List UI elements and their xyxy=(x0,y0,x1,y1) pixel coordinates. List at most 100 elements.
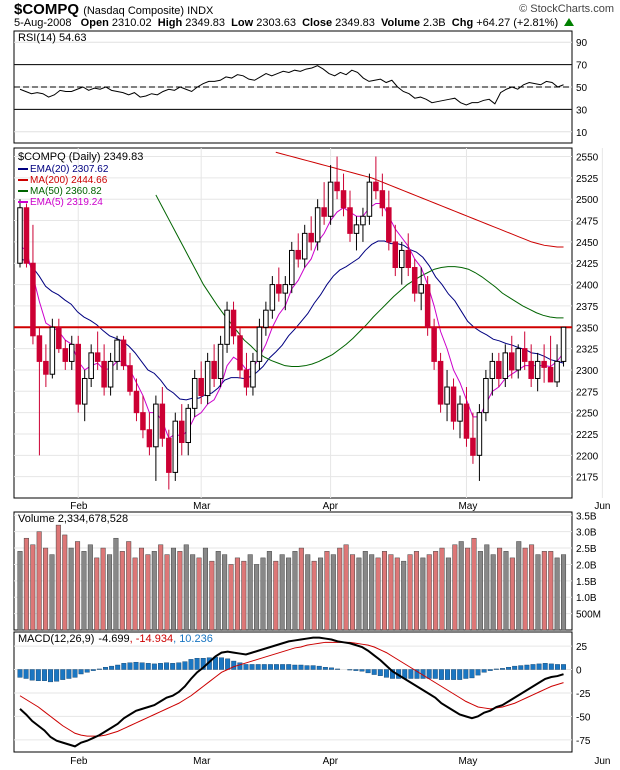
macd-histogram-bar xyxy=(145,663,151,670)
high-label: High xyxy=(157,17,183,29)
macd-histogram-bar xyxy=(353,669,359,671)
macd-histogram-bar xyxy=(23,669,29,679)
volume-bar xyxy=(55,524,61,631)
month-label: Apr xyxy=(323,756,339,767)
macd-line xyxy=(19,636,564,748)
price-tick-label: 2525 xyxy=(576,174,599,185)
macd-histogram-bar xyxy=(157,663,163,670)
volume-bar xyxy=(62,534,68,631)
price-tick-label: 2500 xyxy=(576,195,599,206)
candle-body xyxy=(360,215,366,226)
volume-bar xyxy=(330,554,336,631)
volume-bar xyxy=(177,551,183,631)
volume-bar xyxy=(445,557,451,631)
macd-legend-hist: 10.236 xyxy=(179,633,213,645)
rsi-legend: RSI(14) 54.63 xyxy=(18,32,86,44)
candle-body xyxy=(554,360,560,383)
candle-body xyxy=(560,326,567,362)
volume-bar xyxy=(222,554,228,631)
chg-label: Chg xyxy=(451,17,474,29)
candle-body xyxy=(386,207,392,243)
macd-histogram-bar xyxy=(457,669,463,680)
macd-histogram-bar xyxy=(445,669,450,680)
volume-bar xyxy=(318,557,324,631)
month-label: Mar xyxy=(193,756,211,767)
macd-histogram-bar xyxy=(29,669,35,681)
volume-bar xyxy=(362,551,368,631)
macd-histogram-bar xyxy=(469,669,475,679)
price-tick-label: 2475 xyxy=(576,217,599,228)
macd-histogram-bar xyxy=(151,663,157,670)
macd-histogram-bar xyxy=(48,669,54,683)
volume-bar xyxy=(138,547,145,631)
volume-bar xyxy=(164,554,170,631)
volume-tick-label: 500M xyxy=(576,610,601,621)
volume-bar xyxy=(490,554,496,631)
candle-body xyxy=(204,360,211,397)
price-tick-label: 2250 xyxy=(576,409,599,420)
low-value: 2303.63 xyxy=(256,17,296,29)
volume-bar xyxy=(381,551,387,631)
volume-bar xyxy=(228,564,234,631)
candle-body xyxy=(81,377,88,405)
candle-body xyxy=(489,360,496,379)
macd-histogram-bar xyxy=(438,669,444,680)
macd-histogram-bar xyxy=(84,669,90,673)
macd-histogram-bar xyxy=(164,662,170,670)
volume-bar xyxy=(234,557,240,631)
macd-panel: 25 0 -25 -50 -75 MACD(12,26,9) -4.699, -14.93… xyxy=(13,631,591,753)
candle-body xyxy=(17,207,23,264)
macd-histogram-bar xyxy=(60,669,66,680)
macd-histogram-bar xyxy=(41,669,47,681)
macd-histogram-bar xyxy=(54,669,60,682)
candle-body xyxy=(301,232,308,260)
candle-body xyxy=(431,326,437,362)
price-tick-label: 2300 xyxy=(576,366,599,377)
high-value: 2349.83 xyxy=(185,17,226,29)
volume-bar xyxy=(337,547,343,631)
candle-body xyxy=(541,360,547,368)
candle-body xyxy=(217,343,224,379)
macd-histogram-bar xyxy=(274,664,279,670)
candle-body xyxy=(127,365,133,392)
candle-body xyxy=(483,377,489,414)
close-label: Close xyxy=(302,17,333,29)
volume-bar xyxy=(471,537,477,631)
candle-body xyxy=(437,360,444,405)
candle-body xyxy=(237,335,243,371)
volume-tick-label: 1.5B xyxy=(576,577,597,588)
candle-body xyxy=(101,360,107,388)
macd-histogram-bar xyxy=(66,669,72,679)
candle-body xyxy=(399,249,405,269)
candle-body xyxy=(340,190,347,209)
volume-bar xyxy=(183,544,189,631)
candle-body xyxy=(94,352,101,362)
macd-histogram-bar xyxy=(481,669,487,673)
price-tick-label: 2225 xyxy=(576,430,599,441)
rsi-tick-label: 70 xyxy=(576,61,588,72)
volume-bar xyxy=(509,557,515,631)
macd-histogram-bar xyxy=(231,660,237,670)
volume-bar xyxy=(43,547,49,631)
volume-bar xyxy=(286,557,292,631)
rsi-line xyxy=(19,65,564,106)
rsi-tick-label: 50 xyxy=(576,83,588,94)
macd-histogram-bar xyxy=(249,664,255,670)
volume-bar xyxy=(356,557,362,631)
macd-histogram-bar xyxy=(182,661,188,670)
volume-bar xyxy=(30,544,36,631)
candle-body xyxy=(224,309,230,345)
macd-histogram-bar xyxy=(390,669,395,679)
candle-body xyxy=(198,377,204,397)
macd-histogram-bar xyxy=(530,664,536,670)
candle-body xyxy=(528,360,534,379)
overlay-legend-label: MA(200) 2444.66 xyxy=(30,175,108,186)
index-name: (Nasdaq Composite) INDX xyxy=(83,5,214,17)
volume-bar xyxy=(107,554,113,631)
candle-body xyxy=(133,390,140,414)
candle-body xyxy=(470,437,476,456)
macd-histogram-bar xyxy=(139,662,145,670)
macd-histogram-bar xyxy=(261,664,267,670)
volume-bar xyxy=(375,557,381,631)
macd-legend-hist-sep: , xyxy=(173,633,179,645)
